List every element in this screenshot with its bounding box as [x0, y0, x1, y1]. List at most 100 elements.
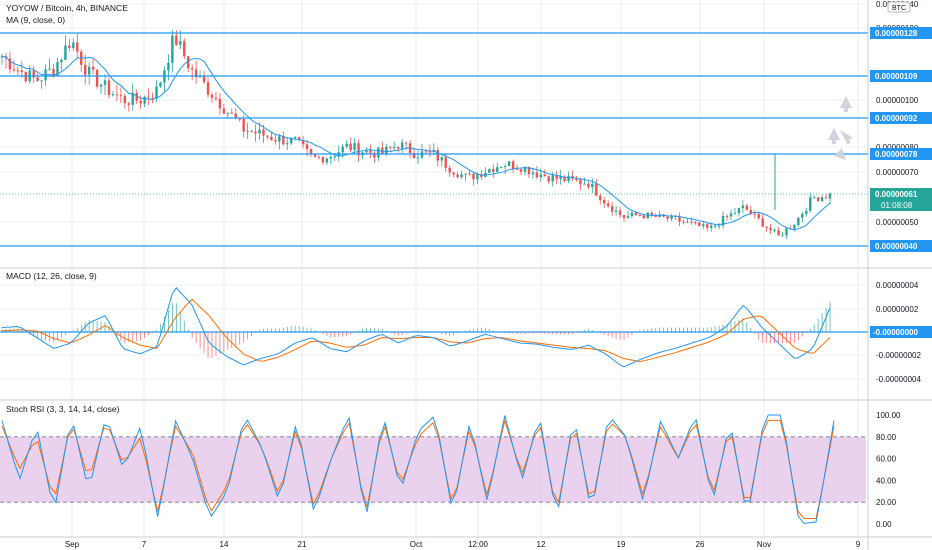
candle-body[interactable]	[349, 143, 352, 151]
candle-body[interactable]	[115, 94, 119, 96]
candle-body[interactable]	[389, 146, 392, 148]
candle-body[interactable]	[785, 228, 788, 236]
candle-body[interactable]	[317, 156, 321, 158]
candle-body[interactable]	[373, 152, 376, 158]
candle-body[interactable]	[531, 172, 535, 175]
candle-body[interactable]	[353, 143, 356, 151]
candle-body[interactable]	[729, 213, 733, 217]
candle-body[interactable]	[226, 112, 230, 114]
candle-body[interactable]	[618, 210, 622, 216]
candle-body[interactable]	[440, 157, 443, 161]
candle-body[interactable]	[634, 212, 638, 216]
candle-body[interactable]	[698, 222, 701, 227]
candle-body[interactable]	[452, 172, 455, 175]
candle-body[interactable]	[297, 137, 301, 140]
candle-body[interactable]	[547, 176, 550, 182]
candle-body[interactable]	[709, 225, 713, 228]
candle-body[interactable]	[614, 210, 618, 212]
candle-body[interactable]	[214, 97, 218, 99]
candle-body[interactable]	[745, 205, 749, 210]
candle-body[interactable]	[424, 151, 428, 153]
candle-body[interactable]	[753, 213, 756, 215]
candle-body[interactable]	[40, 80, 43, 82]
candle-body[interactable]	[706, 224, 709, 228]
candle-body[interactable]	[187, 56, 190, 69]
candle-body[interactable]	[678, 216, 681, 222]
candle-body[interactable]	[444, 157, 447, 168]
candle-body[interactable]	[84, 64, 87, 75]
candle-body[interactable]	[396, 146, 400, 149]
candle-body[interactable]	[650, 212, 653, 216]
candle-body[interactable]	[579, 179, 582, 185]
candle-body[interactable]	[488, 169, 491, 173]
candle-body[interactable]	[206, 82, 210, 95]
candle-body[interactable]	[523, 166, 527, 172]
candle-body[interactable]	[393, 146, 396, 148]
candle-body[interactable]	[333, 156, 336, 158]
level-price-tag[interactable]	[870, 148, 932, 160]
candle-body[interactable]	[702, 224, 705, 227]
candle-body[interactable]	[416, 157, 420, 159]
candle-body[interactable]	[76, 42, 79, 52]
candle-body[interactable]	[202, 76, 206, 83]
candle-body[interactable]	[8, 58, 12, 70]
candle-body[interactable]	[305, 144, 309, 150]
candle-body[interactable]	[603, 200, 606, 204]
candle-body[interactable]	[519, 169, 523, 172]
candle-body[interactable]	[99, 84, 103, 87]
candle-body[interactable]	[428, 151, 432, 153]
candle-body[interactable]	[242, 119, 245, 132]
candle-body[interactable]	[555, 175, 558, 179]
candle-body[interactable]	[551, 175, 554, 182]
last-price-tag[interactable]	[870, 188, 932, 200]
candle-body[interactable]	[48, 68, 51, 70]
candle-body[interactable]	[757, 213, 760, 219]
candle-body[interactable]	[210, 94, 214, 98]
candle-body[interactable]	[761, 218, 764, 227]
candle-body[interactable]	[341, 146, 344, 153]
price-pane[interactable]	[0, 29, 868, 247]
candle-body[interactable]	[155, 86, 158, 99]
candle-body[interactable]	[60, 59, 63, 63]
macd-pane[interactable]	[0, 287, 868, 368]
macd-zero-tag[interactable]	[870, 326, 932, 338]
candle-body[interactable]	[357, 143, 360, 156]
level-price-tag[interactable]	[870, 70, 932, 82]
candle-body[interactable]	[630, 212, 634, 217]
candle-body[interactable]	[147, 96, 150, 98]
candle-body[interactable]	[274, 140, 277, 142]
candle-body[interactable]	[20, 70, 24, 73]
candle-body[interactable]	[135, 92, 138, 101]
candle-body[interactable]	[194, 69, 198, 78]
candle-body[interactable]	[476, 174, 479, 180]
candle-body[interactable]	[325, 158, 329, 163]
candle-body[interactable]	[190, 68, 194, 70]
candle-body[interactable]	[492, 169, 495, 172]
candle-body[interactable]	[460, 174, 463, 178]
candle-body[interactable]	[52, 68, 55, 76]
candle-body[interactable]	[286, 143, 289, 145]
candle-body[interactable]	[500, 166, 503, 168]
candle-body[interactable]	[749, 209, 752, 214]
candle-body[interactable]	[119, 95, 123, 97]
candle-body[interactable]	[309, 149, 313, 155]
candle-body[interactable]	[610, 206, 614, 212]
level-price-tag[interactable]	[870, 27, 932, 39]
candle-body[interactable]	[266, 135, 269, 137]
candle-body[interactable]	[769, 227, 772, 231]
candle-body[interactable]	[511, 161, 515, 169]
candle-body[interactable]	[765, 226, 768, 228]
candle-body[interactable]	[543, 174, 546, 177]
candle-body[interactable]	[773, 230, 776, 232]
candle-body[interactable]	[686, 221, 689, 223]
candle-body[interactable]	[385, 146, 388, 154]
candle-body[interactable]	[381, 147, 384, 154]
candle-body[interactable]	[183, 41, 186, 57]
candle-body[interactable]	[721, 216, 725, 226]
candle-body[interactable]	[793, 225, 796, 229]
candle-body[interactable]	[456, 174, 459, 178]
candle-body[interactable]	[820, 197, 824, 201]
candle-body[interactable]	[68, 45, 71, 49]
candle-body[interactable]	[32, 70, 35, 78]
